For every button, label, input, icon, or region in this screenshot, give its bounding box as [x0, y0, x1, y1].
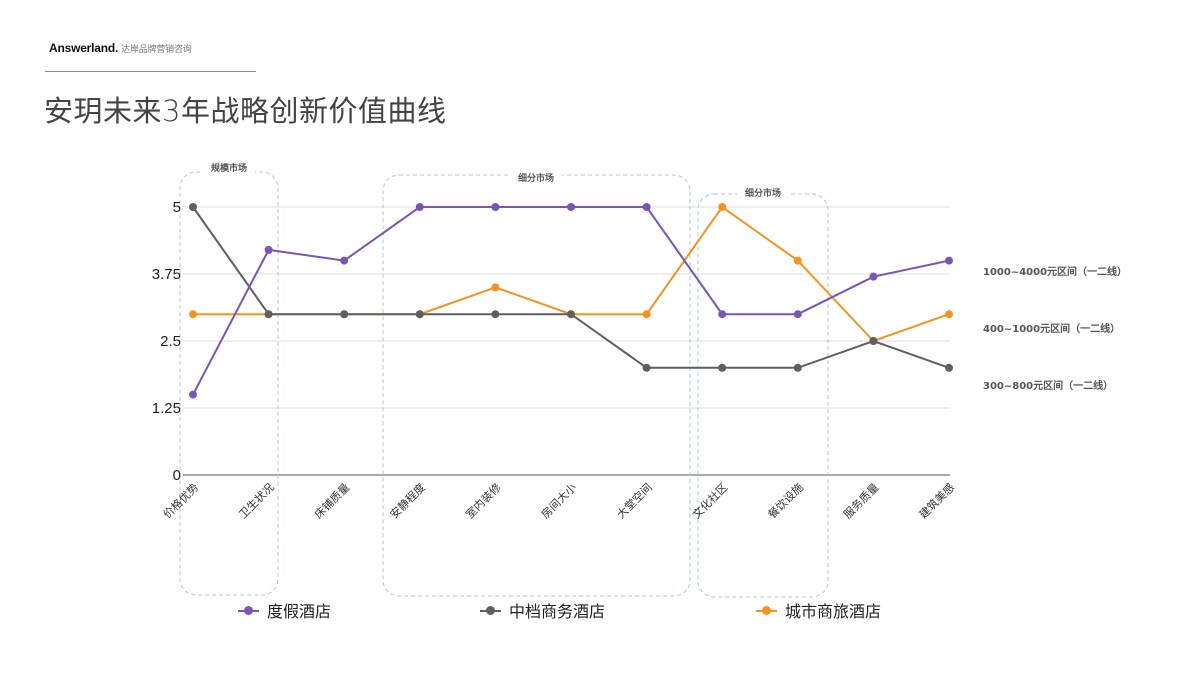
y-tick-label: 1.25	[152, 400, 181, 417]
legend-item: 中档商务酒店	[480, 598, 606, 622]
data-point	[340, 256, 349, 265]
x-tick-label: 室内装修	[463, 480, 504, 521]
data-point	[642, 203, 651, 211]
legend-marker-icon	[756, 605, 777, 615]
series-annotations: 1000~4000元区间（一二线） 400~1000元区间（一二线） 300~800…	[983, 265, 1127, 392]
legend-marker-icon	[480, 605, 501, 615]
data-point	[642, 363, 651, 372]
header-divider	[45, 71, 256, 72]
market-group-box	[179, 171, 279, 596]
brand-logo: Answerland. 达岸品牌营销咨询	[49, 41, 192, 55]
legend-marker-icon	[238, 605, 259, 615]
price-range-label: 400~1000元区间（一二线）	[983, 322, 1120, 335]
x-tick-label: 价格优势	[160, 480, 201, 521]
data-point	[869, 337, 878, 345]
data-point	[793, 363, 802, 372]
data-point	[491, 283, 500, 292]
series-lines	[189, 203, 953, 399]
x-tick-label: 服务质量	[841, 481, 881, 521]
legend-item: 度假酒店	[238, 598, 332, 622]
price-range-label: 300~800元区间（一二线）	[983, 379, 1113, 392]
y-tick-label: 5	[173, 199, 181, 216]
market-group-box	[382, 174, 691, 597]
legend-label: 城市商旅酒店	[785, 602, 882, 621]
x-tick-label: 文化社区	[689, 480, 730, 521]
data-point	[793, 310, 802, 319]
y-axis-ticks: 0 1.25 2.5 3.75 5	[152, 199, 181, 484]
gridlines	[183, 206, 950, 476]
series-line	[192, 206, 950, 369]
legend-item: 城市商旅酒店	[756, 598, 882, 622]
data-point	[793, 256, 802, 265]
x-tick-label: 建筑美感	[916, 480, 957, 521]
data-point	[718, 363, 727, 372]
data-point	[718, 310, 727, 319]
market-group-box	[697, 193, 829, 598]
y-tick-label: 0	[173, 467, 181, 484]
data-point	[264, 245, 273, 254]
market-group-label: 规模市场	[211, 162, 247, 174]
data-point	[189, 390, 197, 399]
market-group-label: 细分市场	[518, 172, 554, 184]
data-point	[945, 363, 953, 372]
brand-subtitle: 达岸品牌营销咨询	[121, 45, 192, 55]
data-point	[491, 310, 500, 319]
y-tick-label: 2.5	[160, 333, 181, 350]
x-tick-label: 安静程度	[387, 480, 428, 521]
data-point	[491, 203, 500, 211]
data-point	[415, 203, 424, 211]
data-point	[945, 256, 953, 265]
page-title: 安玥未来3年战略创新价值曲线	[44, 94, 447, 128]
x-tick-label: 床铺质量	[311, 480, 352, 521]
brand-name: Answerland.	[49, 41, 119, 55]
data-point	[718, 203, 727, 211]
y-tick-label: 3.75	[152, 266, 181, 283]
x-tick-label: 大堂空间	[614, 480, 655, 521]
data-point	[567, 310, 575, 319]
market-group-label: 细分市场	[745, 187, 781, 199]
x-tick-label: 卫生状况	[236, 480, 277, 521]
data-point	[189, 203, 197, 211]
data-point	[340, 310, 349, 319]
data-point	[415, 310, 424, 319]
x-axis-ticks: 价格优势 卫生状况 床铺质量 安静程度 室内装修 房间大小 大堂空间 文化社区 餐饮设施 服务质量…	[160, 480, 957, 521]
data-point	[945, 310, 953, 319]
data-point	[869, 272, 878, 281]
price-range-label: 1000~4000元区间（一二线）	[983, 265, 1127, 278]
x-tick-label: 房间大小	[538, 480, 579, 521]
x-tick-label: 餐饮设施	[765, 480, 806, 521]
legend-label: 度假酒店	[267, 602, 332, 621]
data-point	[567, 203, 575, 211]
data-point	[264, 310, 273, 319]
data-point	[642, 310, 651, 319]
data-point	[189, 310, 197, 319]
legend-label: 中档商务酒店	[509, 602, 606, 621]
